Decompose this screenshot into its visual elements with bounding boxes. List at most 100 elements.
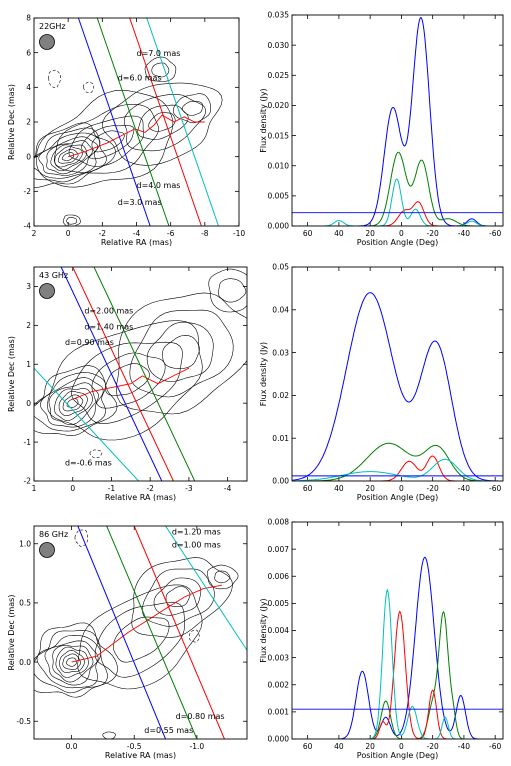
slice-annotation: d=1.40 mas (84, 322, 133, 331)
contour-line (68, 115, 144, 167)
panel-map-22ghz: 2 0 -2 -4 -6 -8 -10 -4 -2 0 2 4 6 8 Relative RA (mas) R… (7, 14, 245, 247)
y-tick-label: -2 (24, 477, 32, 486)
contour-line (181, 101, 204, 116)
slice-line (77, 18, 151, 226)
y-tick-label: 0.003 (268, 653, 290, 662)
slice-line (133, 526, 225, 739)
contour-line (34, 622, 118, 698)
slice-line (96, 18, 170, 226)
slice-annotation: d=3.0 mas (118, 198, 162, 207)
x-tick-label: 40 (334, 484, 344, 493)
axes-frame (291, 14, 504, 227)
slice-annotation: d=2.00 mas (84, 307, 133, 316)
y-tick-label: 0.008 (268, 518, 290, 527)
x-tick-label: 0 (70, 484, 75, 493)
x-tick-label: 20 (365, 742, 375, 751)
x-tick-label: -4 (224, 484, 232, 493)
y-tick-label: 1 (26, 360, 31, 369)
y-tick-label: -2 (24, 187, 32, 196)
x-axis-label: Relative RA (mas) (101, 238, 172, 247)
x-tick-label: -4 (133, 229, 141, 238)
slice-line (146, 18, 219, 226)
contour-line (34, 365, 118, 437)
contour-line (142, 568, 215, 627)
contour-line (52, 645, 94, 683)
x-tick-label: 20 (365, 484, 375, 493)
y-tick-label: 0 (26, 399, 31, 408)
y-tick-label: 6 (26, 48, 31, 57)
y-tick-label: 0 (26, 152, 31, 161)
x-tick-label: -20 (427, 742, 439, 751)
x-tick-label: -0.5 (127, 742, 142, 751)
band-label: 43 GHz (39, 271, 68, 280)
contour-line (66, 216, 77, 225)
axes-frame (33, 266, 248, 482)
panel-profile-43ghz: 60 40 20 0 -20 -40 -60 0.00 0.01 0.02 0.03 0.04 0.05… (259, 263, 504, 502)
plot-area (34, 18, 223, 226)
slice-line (165, 526, 247, 651)
x-tick-label: -2 (99, 229, 107, 238)
plot-area (34, 526, 247, 739)
x-tick-label: 0 (399, 742, 404, 751)
x-tick-label: -60 (489, 742, 501, 751)
contour-line (206, 564, 239, 590)
contour-line (46, 320, 203, 441)
x-tick-label: -20 (427, 484, 439, 493)
ridge-line (71, 584, 222, 663)
x-tick-label: 60 (303, 484, 313, 493)
x-tick-label: 40 (334, 742, 344, 751)
y-tick-label: 0.03 (272, 348, 289, 357)
slice-annotation: d=0.80 mas (176, 712, 225, 721)
y-tick-label: 0.04 (272, 306, 289, 315)
x-axis-label: Relative RA (mas) (105, 493, 176, 502)
contour-line (71, 341, 183, 424)
contour-line (61, 152, 74, 161)
y-tick-label: 0.001 (268, 708, 290, 717)
slice-line (72, 267, 174, 481)
panel-map-86ghz: 0.0 -0.5 -1.0 -0.5 0.0 0.5 1.0 Relative RA (mas… (7, 525, 248, 760)
y-tick-label: 0.005 (268, 192, 290, 201)
y-tick-label: 0.006 (268, 572, 290, 581)
y-tick-label: 0.020 (268, 101, 290, 110)
slice-annotation: d=1.00 mas (172, 540, 221, 549)
contour-line (77, 584, 203, 690)
negative-contour-line (89, 449, 103, 459)
profile-series-line (292, 16, 503, 226)
contour-line (81, 125, 135, 160)
x-tick-label: 0 (399, 484, 404, 493)
y-tick-label: 0.015 (268, 131, 290, 140)
contour-line (34, 122, 116, 189)
negative-contour-line (83, 81, 94, 93)
negative-contour-line (48, 69, 61, 89)
y-tick-label: 0.030 (268, 41, 290, 50)
slice-line (106, 526, 198, 739)
y-axis-label: Relative Dec (mas) (7, 84, 16, 160)
x-tick-label: -2 (146, 484, 154, 493)
y-tick-label: 0.005 (268, 599, 290, 608)
profile-series-line (292, 292, 503, 481)
band-label: 22GHz (39, 22, 66, 31)
contour-line (34, 629, 108, 694)
y-tick-label: 0.000 (268, 735, 290, 744)
profile-series-line (292, 458, 503, 481)
y-tick-label: 0.05 (272, 263, 289, 272)
contour-line (57, 149, 79, 164)
x-tick-label: -8 (201, 229, 209, 238)
slice-line (34, 367, 139, 481)
contour-line (101, 82, 223, 166)
x-tick-label: -20 (427, 229, 439, 238)
contour-line (102, 731, 116, 739)
contour-line (66, 398, 79, 408)
beam-ellipse (39, 283, 55, 299)
slice-line (60, 267, 163, 481)
contour-line (53, 104, 159, 174)
slice-annotation: d=-0.6 mas (65, 458, 112, 467)
contour-line (172, 93, 211, 124)
y-axis-label: Flux density (Jy) (259, 88, 268, 152)
x-axis-label: Position Angle (Deg) (357, 238, 438, 247)
band-label: 86 GHz (39, 530, 68, 539)
y-axis-label: Flux density (Jy) (259, 598, 268, 662)
x-tick-label: 20 (365, 229, 375, 238)
contour-line (54, 388, 93, 421)
